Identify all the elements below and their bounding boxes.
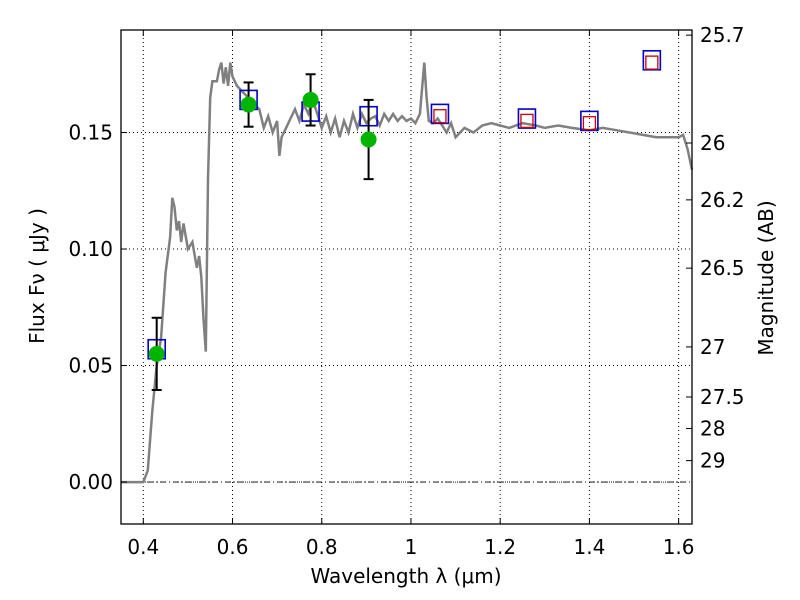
y-tick-label: 0.10 [68, 237, 113, 261]
model-spectrum-line [121, 62, 694, 484]
x-tick-label: 0.4 [127, 535, 159, 559]
observed-point [302, 91, 319, 108]
x-tick-label: 0.8 [306, 535, 338, 559]
observed-point [240, 96, 257, 113]
x-axis-label: Wavelength λ (μm) [310, 564, 501, 588]
plot-frame [120, 29, 693, 525]
y-tick-label: 0.00 [68, 470, 113, 494]
photometry-markers [147, 49, 662, 392]
model-photometry-square [580, 110, 599, 132]
y-axis-label: Flux Fν ( μJy ) [25, 208, 49, 344]
model-photometry-square [642, 49, 662, 71]
x-tick-label: 1.6 [663, 535, 695, 559]
x-tick-label: 1 [405, 535, 418, 559]
observed-square [520, 113, 534, 129]
observed-square [433, 109, 447, 124]
right-tick-label: 26 [700, 131, 725, 155]
right-axis-label: Magnitude (AB) [754, 200, 778, 355]
right-tick-label: 29 [700, 449, 725, 473]
right-tick-label: 25.7 [700, 23, 745, 47]
y-tick-label: 0.05 [68, 354, 113, 378]
model-photometry-square [430, 103, 450, 125]
x-tick-label: 1.2 [484, 535, 516, 559]
axis-ticks [121, 30, 692, 524]
right-tick-label: 26.5 [700, 256, 745, 280]
right-tick-label: 27 [700, 335, 725, 359]
model-photometry-square [517, 108, 537, 129]
observed-point [148, 345, 165, 362]
observed-square [582, 116, 597, 131]
right-tick-label: 28 [700, 416, 725, 440]
x-tick-label: 1.4 [573, 535, 605, 559]
tick-labels: 0.4 0.6 0.8 1 1.2 1.4 1.6 0.00 0.05 0.10 0.15 25.7 2… [68, 23, 744, 559]
observed-square [645, 55, 659, 70]
right-tick-label: 26.2 [700, 188, 745, 212]
right-tick-label: 27.5 [700, 385, 745, 409]
x-tick-label: 0.6 [217, 535, 249, 559]
y-tick-label: 0.15 [68, 121, 113, 145]
observed-point [360, 131, 377, 148]
plot-area [121, 49, 694, 484]
